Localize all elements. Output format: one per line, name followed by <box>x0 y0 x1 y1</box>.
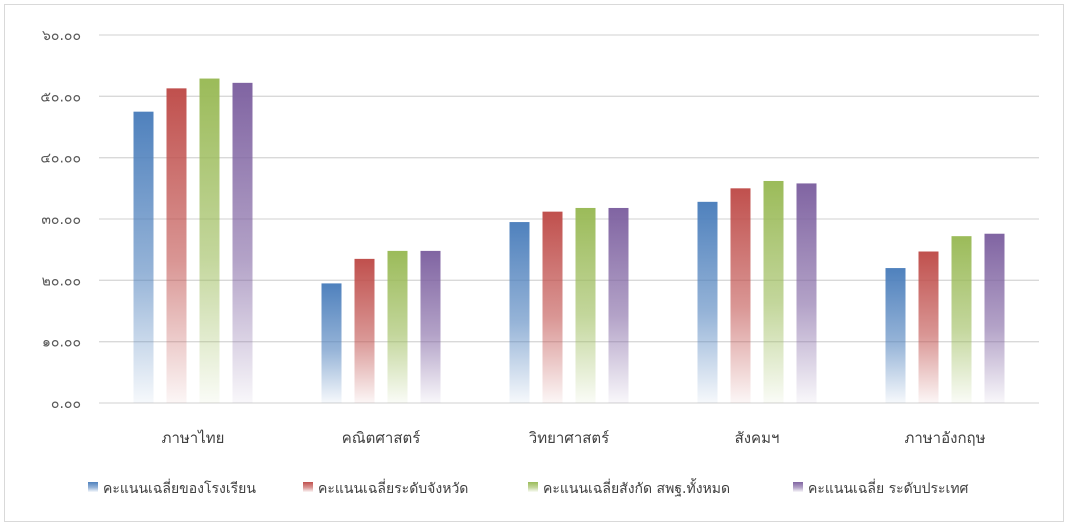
x-axis-categories: ภาษาไทย คณิตศาสตร์ วิทยาศาสตร์ สังคมฯ ภาษาอั… <box>162 429 986 447</box>
legend: คะแนนเฉลี่ยของโรงเรียน คะแนนเฉลี่ยระดับจั… <box>88 478 969 497</box>
y-tick-label: ๐.๐๐ <box>51 396 81 412</box>
legend-swatch <box>528 482 538 492</box>
legend-swatch <box>88 482 98 492</box>
bar <box>166 88 187 404</box>
bar <box>509 222 530 403</box>
bar <box>387 250 408 403</box>
y-tick-label: ๕๐.๐๐ <box>40 89 81 105</box>
bar <box>420 250 441 403</box>
bar <box>730 188 751 403</box>
bar <box>354 258 375 403</box>
bar <box>697 201 718 403</box>
chart-frame: ๐.๐๐ ๑๐.๐๐ ๒๐.๐๐ ๓๐.๐๐ ๔๐.๐๐ ๕๐.๐๐ ๖๐.๐๐ ภาษาไ… <box>4 4 1064 522</box>
y-tick-label: ๑๐.๐๐ <box>42 335 81 351</box>
x-category-label: ภาษาไทย <box>162 429 225 447</box>
bar <box>232 82 253 403</box>
bar <box>951 236 972 403</box>
bar-chart: ๐.๐๐ ๑๐.๐๐ ๒๐.๐๐ ๓๐.๐๐ ๔๐.๐๐ ๕๐.๐๐ ๖๐.๐๐ ภาษาไ… <box>40 28 1039 497</box>
bar <box>608 207 629 403</box>
x-category-label: สังคมฯ <box>735 429 780 447</box>
legend-swatch <box>793 482 803 492</box>
x-category-label: วิทยาศาสตร์ <box>528 429 609 447</box>
bar <box>133 111 154 404</box>
bars <box>133 78 1005 404</box>
y-axis-ticks: ๐.๐๐ ๑๐.๐๐ ๒๐.๐๐ ๓๐.๐๐ ๔๐.๐๐ ๕๐.๐๐ ๖๐.๐๐ <box>40 28 81 412</box>
x-category-label: คณิตศาสตร์ <box>342 429 421 447</box>
bar <box>984 233 1005 403</box>
legend-label: คะแนนเฉลี่ยระดับจังหวัด <box>318 479 468 497</box>
bar <box>542 211 563 403</box>
bar <box>199 78 220 404</box>
bar <box>763 180 784 403</box>
legend-label: คะแนนเฉลี่ยสังกัด สพฐ.ทั้งหมด <box>543 478 730 497</box>
y-tick-label: ๔๐.๐๐ <box>40 151 81 167</box>
legend-swatch <box>303 482 313 492</box>
y-tick-label: ๒๐.๐๐ <box>42 273 81 289</box>
legend-label: คะแนนเฉลี่ยของโรงเรียน <box>103 479 256 497</box>
y-tick-label: ๖๐.๐๐ <box>42 28 81 44</box>
bar <box>321 283 342 403</box>
bar <box>575 207 596 403</box>
bar <box>885 268 906 403</box>
bar <box>918 251 939 403</box>
bar <box>796 183 817 403</box>
legend-label: คะแนนเฉลี่ย ระดับประเทศ <box>808 479 969 497</box>
y-tick-label: ๓๐.๐๐ <box>41 212 81 228</box>
gridlines <box>99 34 1039 404</box>
x-category-label: ภาษาอังกฤษ <box>904 429 985 447</box>
